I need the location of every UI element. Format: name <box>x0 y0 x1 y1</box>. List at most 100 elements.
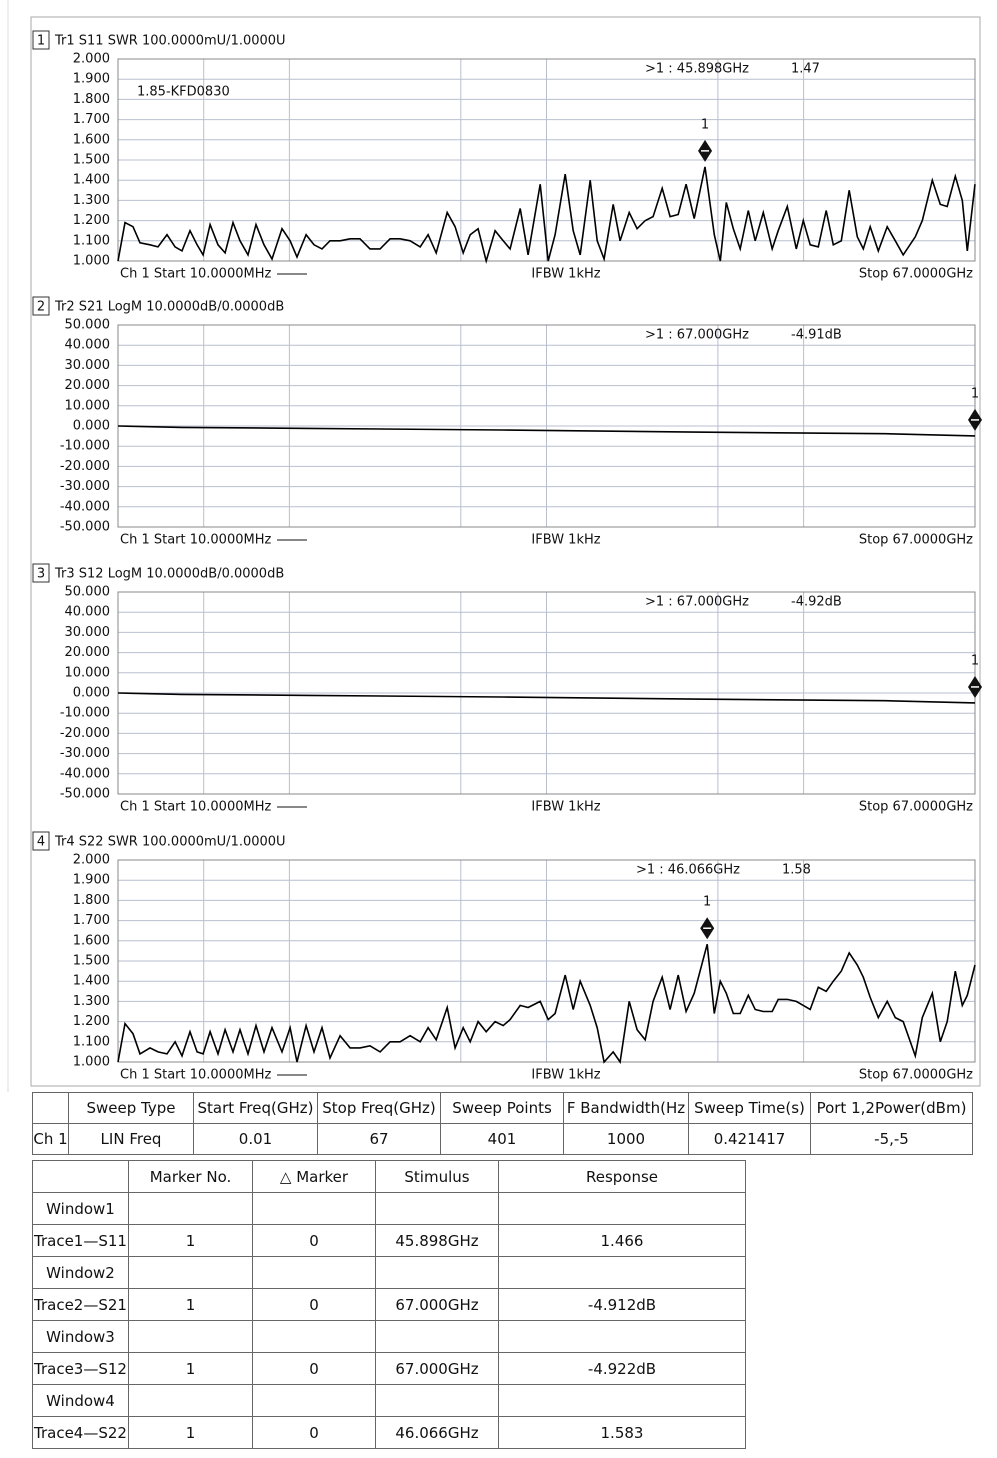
footer-start: Ch 1 Start 10.0000MHz <box>120 800 271 815</box>
marker-value: 1.466 <box>498 1224 746 1257</box>
empty-cell <box>375 1384 499 1417</box>
corner-cell <box>32 1160 129 1193</box>
empty-cell <box>128 1256 253 1289</box>
y-tick-label: -40.000 <box>60 499 110 514</box>
window-number: 1 <box>37 34 45 49</box>
y-tick-label: -40.000 <box>60 766 110 781</box>
frame <box>30 16 981 1087</box>
column-header: Stop Freq(GHz) <box>317 1092 441 1124</box>
marker-value: 1 <box>128 1288 253 1321</box>
empty-cell <box>375 1320 499 1353</box>
chart-title: Tr1 S11 SWR 100.0000mU/1.0000U <box>54 34 286 49</box>
footer-ifbw: IFBW 1kHz <box>531 533 600 548</box>
marker-value: 0 <box>252 1224 376 1257</box>
window-row: Window2 <box>32 1256 746 1289</box>
window-number-box <box>32 831 50 851</box>
y-tick-label: 1.100 <box>73 233 110 248</box>
marker-value: -4.922dB <box>498 1352 746 1385</box>
window-name: Window3 <box>32 1320 129 1353</box>
empty-cell <box>375 1256 499 1289</box>
trace-row: Trace3—S12 1 0 67.000GHz -4.922dB <box>32 1352 746 1385</box>
y-tick-label: 1.400 <box>73 974 110 989</box>
y-tick-label: 1.900 <box>73 72 110 87</box>
footer-start: Ch 1 Start 10.0000MHz <box>120 533 271 548</box>
window-number: 3 <box>37 567 45 582</box>
marker-number: 1 <box>703 895 711 910</box>
marker-table: Marker No. △ Marker Stimulus Response Window… <box>32 1160 746 1449</box>
window-name: Window4 <box>32 1384 129 1417</box>
empty-cell <box>498 1192 746 1225</box>
marker-value: 45.898GHz <box>375 1224 499 1257</box>
column-header: Sweep Points <box>440 1092 564 1124</box>
footer-ifbw: IFBW 1kHz <box>531 267 600 282</box>
column-header: Start Freq(GHz) <box>193 1092 318 1124</box>
y-tick-label: 1.700 <box>73 112 110 127</box>
y-tick-label: 50.000 <box>65 318 111 333</box>
header-row: Marker No. △ Marker Stimulus Response <box>32 1160 746 1193</box>
settings-table: Sweep Type Start Freq(GHz) Stop Freq(GHz) S… <box>32 1092 973 1155</box>
y-tick-label: -10.000 <box>60 439 110 454</box>
footer-stop: Stop 67.0000GHz <box>859 800 973 815</box>
empty-cell <box>252 1256 376 1289</box>
setting-value: 401 <box>440 1123 564 1155</box>
empty-cell <box>498 1256 746 1289</box>
y-tick-label: -20.000 <box>60 459 110 474</box>
column-header: Stimulus <box>375 1160 499 1193</box>
y-tick-label: 40.000 <box>65 605 111 620</box>
y-tick-label: 1.400 <box>73 173 110 188</box>
y-tick-label: 1.300 <box>73 994 110 1009</box>
setting-value: 1000 <box>563 1123 689 1155</box>
marker-value: 0 <box>252 1288 376 1321</box>
empty-cell <box>252 1192 376 1225</box>
y-tick-label: 1.200 <box>73 1014 110 1029</box>
marker-value: 67.000GHz <box>375 1288 499 1321</box>
y-tick-label: -30.000 <box>60 479 110 494</box>
marker-number: 1 <box>971 653 979 668</box>
y-tick-label: 10.000 <box>65 398 111 413</box>
trace <box>117 943 976 1065</box>
chart-title: Tr2 S21 LogM 10.0000dB/0.0000dB <box>54 300 284 315</box>
window-row: Window3 <box>32 1320 746 1353</box>
setting-value: 0.01 <box>193 1123 318 1155</box>
annotation: 1.85-KFD0830 <box>137 85 230 100</box>
row-label: Ch 1 <box>32 1123 69 1155</box>
y-tick-label: 1.700 <box>73 913 110 928</box>
window-number: 2 <box>37 300 45 315</box>
trace-name: Trace3—S12 <box>32 1352 129 1385</box>
footer-stop: Stop 67.0000GHz <box>859 267 973 282</box>
y-tick-label: 30.000 <box>65 358 111 373</box>
y-tick-label: 1.000 <box>73 254 110 269</box>
settings-row: Ch 1 LIN Freq 0.01 67 401 1000 0.421417 -5,-5 <box>32 1123 973 1155</box>
empty-cell <box>252 1384 376 1417</box>
empty-cell <box>128 1192 253 1225</box>
empty-cell <box>375 1192 499 1225</box>
y-tick-label: 1.300 <box>73 193 110 208</box>
y-tick-label: 1.800 <box>73 893 110 908</box>
marker-readout: >1 : 46.066GHz <box>636 863 740 878</box>
marker-value-label: -4.92dB <box>791 595 842 610</box>
trace-name: Trace2—S21 <box>32 1288 129 1321</box>
plot-border <box>117 58 976 262</box>
column-header: F Bandwidth(Hz <box>563 1092 689 1124</box>
column-header: Response <box>498 1160 746 1193</box>
marker-number: 1 <box>701 117 709 132</box>
y-tick-label: 1.100 <box>73 1034 110 1049</box>
y-tick-label: -30.000 <box>60 746 110 761</box>
y-tick-label: 1.600 <box>73 132 110 147</box>
window-name: Window1 <box>32 1192 129 1225</box>
column-header: Marker No. <box>128 1160 253 1193</box>
y-tick-label: 20.000 <box>65 378 111 393</box>
marker-readout: >1 : 67.000GHz <box>645 328 749 343</box>
y-tick-label: 1.500 <box>73 954 110 969</box>
header-row: Sweep Type Start Freq(GHz) Stop Freq(GHz) S… <box>32 1092 973 1124</box>
setting-value: -5,-5 <box>810 1123 973 1155</box>
y-tick-label: 1.900 <box>73 873 110 888</box>
y-tick-label: 40.000 <box>65 338 111 353</box>
charts: 1 Tr1 S11 SWR 100.0000mU/1.0000U 1.000 1.10… <box>7 0 982 1092</box>
setting-value: LIN Freq <box>68 1123 194 1155</box>
y-tick-label: 1.800 <box>73 92 110 107</box>
marker-value-label: 1.58 <box>782 863 811 878</box>
setting-value: 67 <box>317 1123 441 1155</box>
marker-value: 67.000GHz <box>375 1352 499 1385</box>
